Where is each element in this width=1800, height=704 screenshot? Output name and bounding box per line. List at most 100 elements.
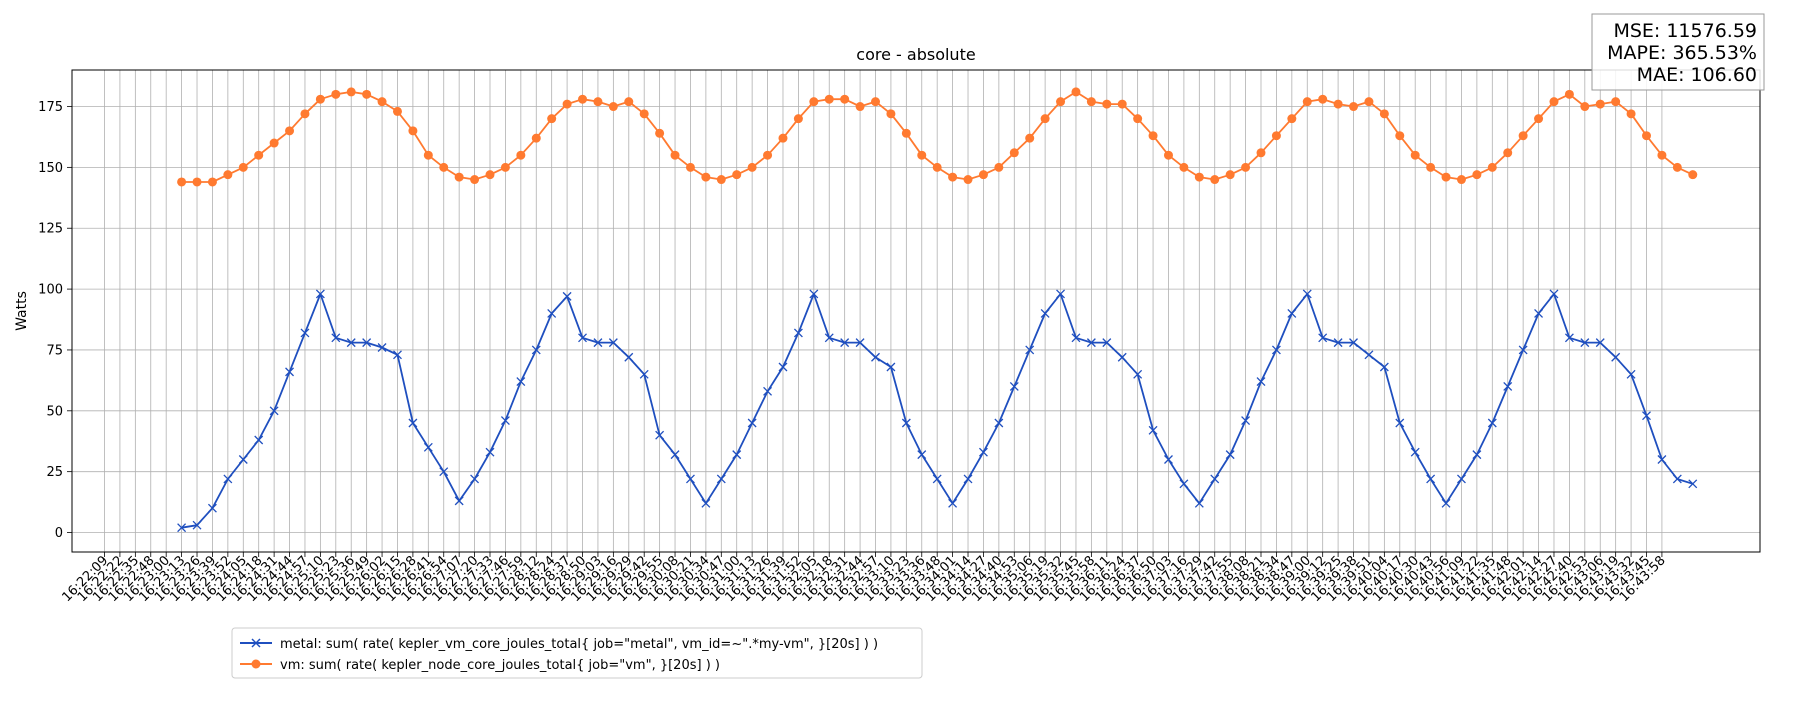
data-point-dot-marker [1117,99,1127,109]
stats-box: MSE: 11576.59 MAPE: 365.53% MAE: 106.60 [1591,13,1765,91]
data-point-dot-marker [346,87,356,97]
data-point-dot-marker [1271,131,1281,141]
data-point-x-marker [1009,382,1019,391]
data-point-x-marker [1271,345,1281,355]
data-point-x-marker [793,328,803,338]
data-point-dot-marker [1318,94,1328,104]
data-point-x-marker [686,474,695,484]
legend-vm-dot-marker [251,659,261,669]
data-point-dot-marker [578,94,588,104]
data-point-dot-marker [439,162,449,172]
data-point-dot-marker [1364,97,1374,107]
data-point-x-marker [192,520,202,530]
data-point-x-marker [917,450,927,460]
data-point-dot-marker [639,109,649,119]
data-point-x-marker [346,338,356,348]
data-point-x-marker [362,338,372,348]
data-point-x-marker [1241,416,1251,426]
data-point-dot-marker [624,97,634,107]
data-point-dot-marker [855,102,865,112]
data-point-x-marker [1025,345,1035,355]
data-point-x-marker [963,474,973,484]
data-point-dot-marker [1395,131,1405,141]
data-point-x-marker [516,377,526,387]
stats-box-frame [1591,13,1765,91]
data-point-x-marker [1580,338,1590,348]
data-point-dot-marker [1256,148,1266,158]
data-point-dot-marker [886,109,896,119]
data-point-x-marker [901,418,911,428]
data-point-x-marker [531,345,541,355]
data-point-x-marker [454,496,464,506]
data-point-x-marker [1164,455,1173,464]
data-point-dot-marker [192,177,202,187]
data-point-dot-marker [1672,162,1682,172]
data-point-dot-marker [1487,162,1497,172]
data-point-x-marker [871,352,880,362]
data-point-dot-marker [1287,114,1297,124]
data-point-x-marker [1626,369,1636,379]
data-point-x-marker [763,386,773,396]
data-point-dot-marker [809,97,819,107]
data-point-x-marker [562,291,572,301]
data-point-x-marker [1518,345,1528,355]
data-point-x-marker [1194,498,1204,508]
grid-lines [72,70,1760,552]
data-point-dot-marker [778,133,788,143]
data-point-dot-marker [238,162,248,172]
y-tick-label: 0 [55,526,63,541]
data-point-x-marker [300,328,310,338]
legend-frame [231,627,923,679]
data-point-dot-marker [747,162,757,172]
data-point-x-marker [408,418,418,428]
data-point-x-marker [1210,474,1220,484]
data-point-x-marker [1564,333,1574,343]
data-point-dot-marker [608,102,618,112]
data-point-dot-marker [1564,89,1574,99]
data-point-x-marker [547,308,557,318]
y-tick-label: 150 [38,161,63,176]
data-point-dot-marker [716,175,726,185]
data-point-x-marker [809,289,819,299]
data-point-x-marker [1086,338,1096,348]
data-point-x-marker [1318,333,1328,343]
stats-mae: MAE: 106.60 [1637,64,1757,86]
data-point-dot-marker [1642,131,1651,141]
data-point-x-marker [855,338,865,348]
data-point-dot-marker [470,175,480,185]
data-point-dot-marker [500,162,510,172]
data-point-dot-marker [1225,170,1235,180]
legend-vm-label: vm: sum( rate( kepler_node_core_joules_t… [280,658,720,673]
stats-mape: MAPE: 365.53% [1607,42,1757,64]
data-point-dot-marker [1148,131,1158,141]
data-point-dot-marker [932,162,942,172]
data-point-x-marker [655,430,665,440]
data-point-x-marker [254,435,264,445]
data-point-x-marker [732,450,742,460]
data-point-x-marker [485,447,495,457]
y-tick-label: 100 [38,283,63,298]
data-point-x-marker [1148,425,1158,435]
data-point-dot-marker [1025,133,1035,143]
data-point-dot-marker [1102,99,1112,109]
data-point-x-marker [1364,350,1374,360]
data-point-dot-marker [1441,172,1451,182]
y-tick-label: 175 [38,100,63,115]
data-point-x-marker [269,406,279,416]
data-point-dot-marker [963,175,973,185]
chart-title: core - absolute [856,45,975,64]
data-point-x-marker [1472,450,1482,460]
data-point-dot-marker [670,150,680,160]
data-point-dot-marker [1426,162,1436,172]
data-point-x-marker [1534,308,1544,318]
data-point-dot-marker [871,97,880,107]
data-point-x-marker [948,498,958,508]
data-point-x-marker [1688,479,1698,489]
data-point-x-marker [1410,447,1420,457]
data-point-dot-marker [1456,175,1466,185]
data-point-x-marker [1302,289,1312,299]
data-point-x-marker [470,474,480,484]
data-point-x-marker [1349,338,1358,348]
data-point-dot-marker [1210,175,1220,185]
